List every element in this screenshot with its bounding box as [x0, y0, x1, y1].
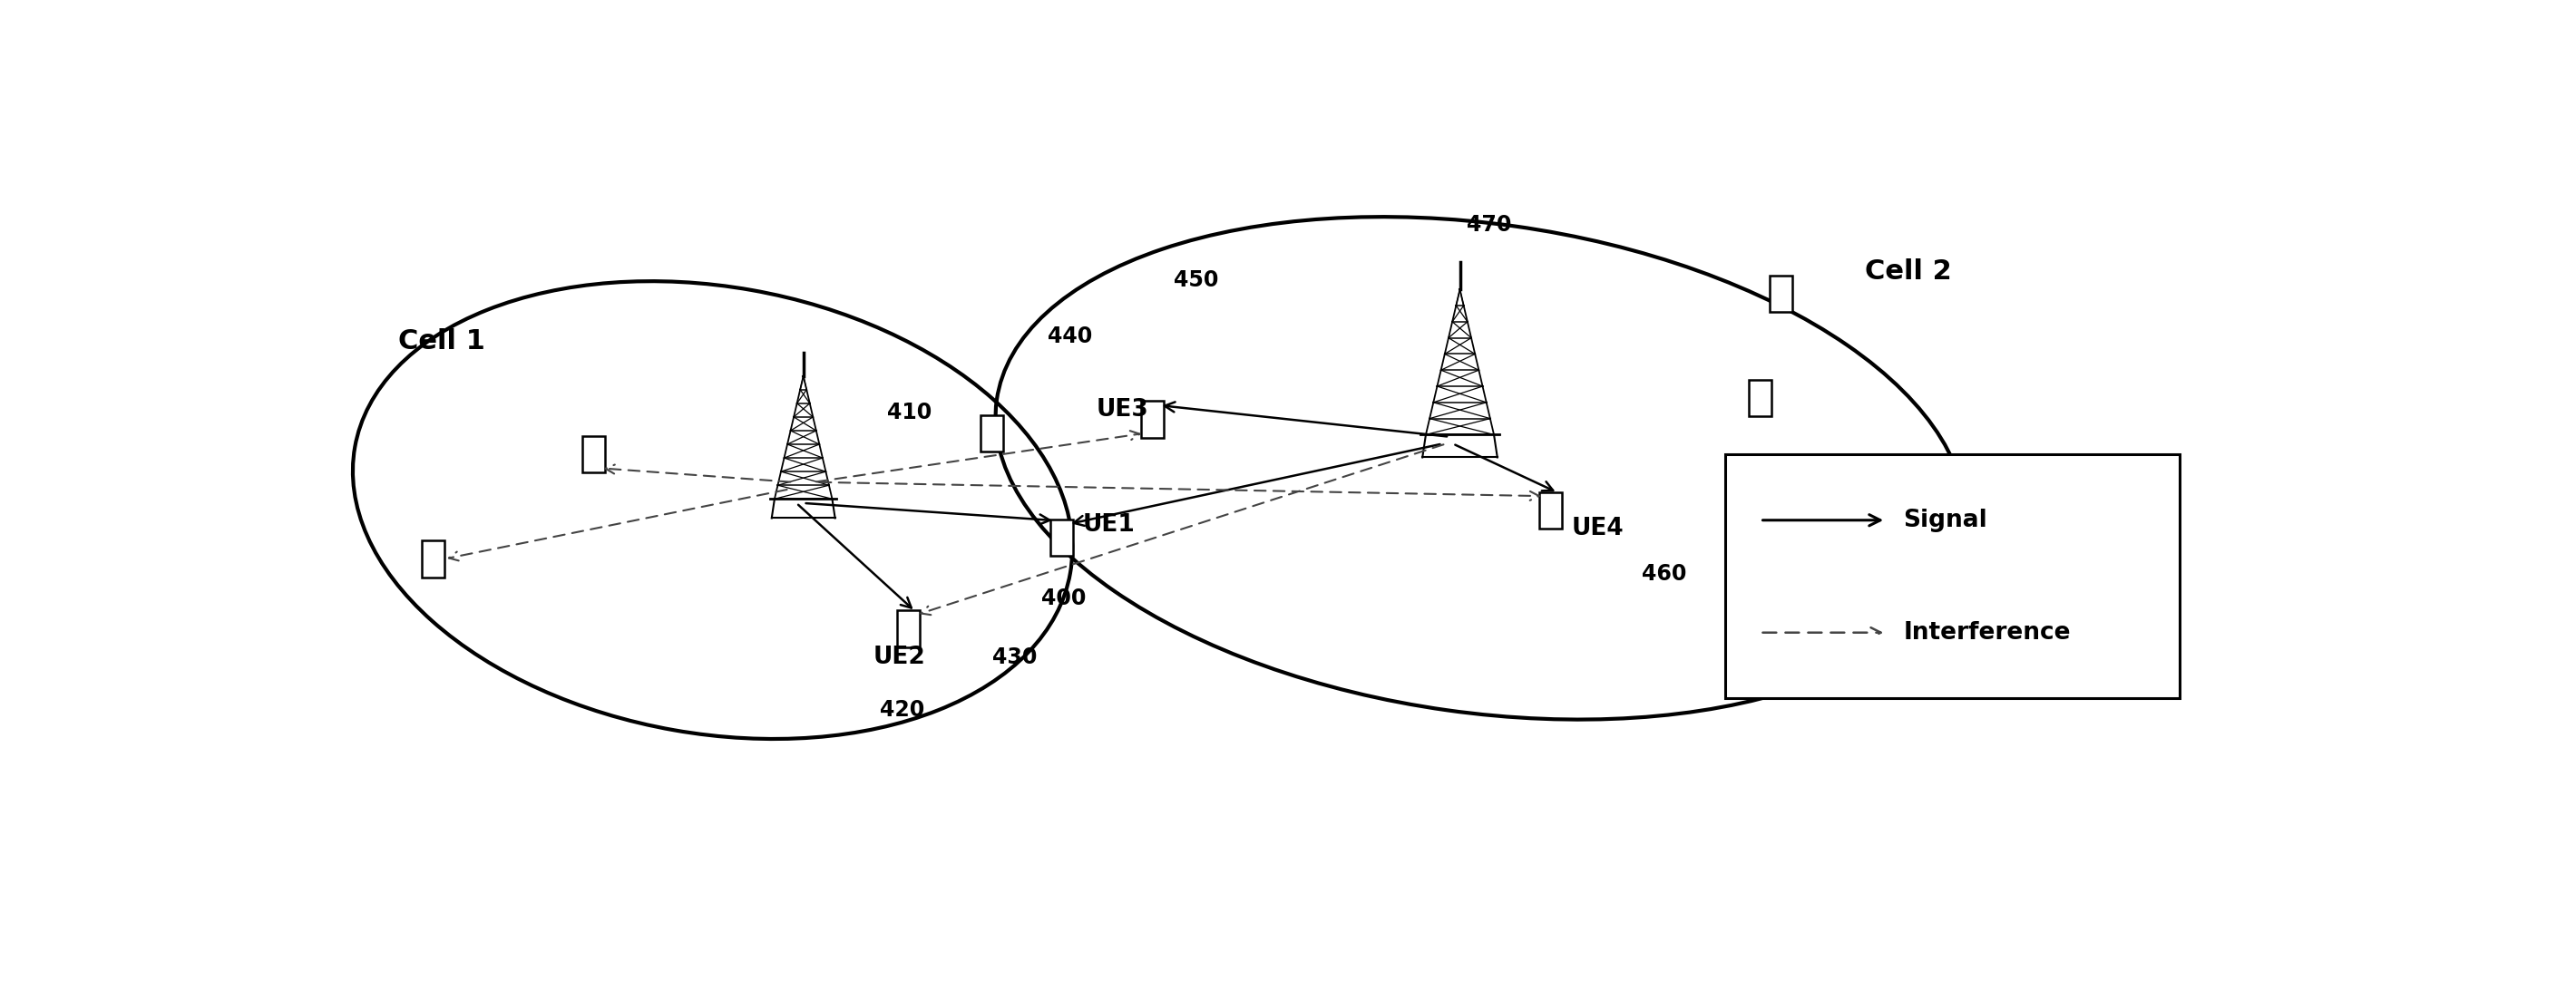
Bar [1540, 491, 1561, 528]
Text: 410: 410 [886, 402, 933, 424]
Text: Cell 1: Cell 1 [399, 329, 484, 355]
Text: 420: 420 [881, 698, 925, 721]
Bar [981, 415, 1002, 451]
Bar [422, 541, 446, 577]
Text: UE1: UE1 [1082, 513, 1136, 537]
Text: UE3: UE3 [1097, 397, 1149, 421]
Text: 400: 400 [1041, 587, 1084, 609]
Text: Interference: Interference [1904, 621, 2071, 645]
Bar [582, 437, 605, 473]
Bar [1141, 401, 1164, 438]
Bar [1749, 381, 1772, 417]
Text: 450: 450 [1175, 270, 1218, 291]
Bar [1726, 454, 2179, 698]
Text: 470: 470 [1466, 214, 1512, 235]
Bar [1770, 276, 1793, 312]
Bar [1051, 520, 1074, 556]
Text: UE2: UE2 [873, 645, 925, 669]
Text: 460: 460 [1641, 563, 1687, 585]
Text: Cell 2: Cell 2 [1865, 259, 1953, 285]
Text: Signal: Signal [1904, 508, 1989, 532]
Text: 440: 440 [1048, 326, 1092, 347]
Bar [896, 610, 920, 646]
Text: 430: 430 [992, 646, 1036, 668]
Bar [1888, 506, 1911, 542]
Text: UE4: UE4 [1571, 516, 1623, 540]
